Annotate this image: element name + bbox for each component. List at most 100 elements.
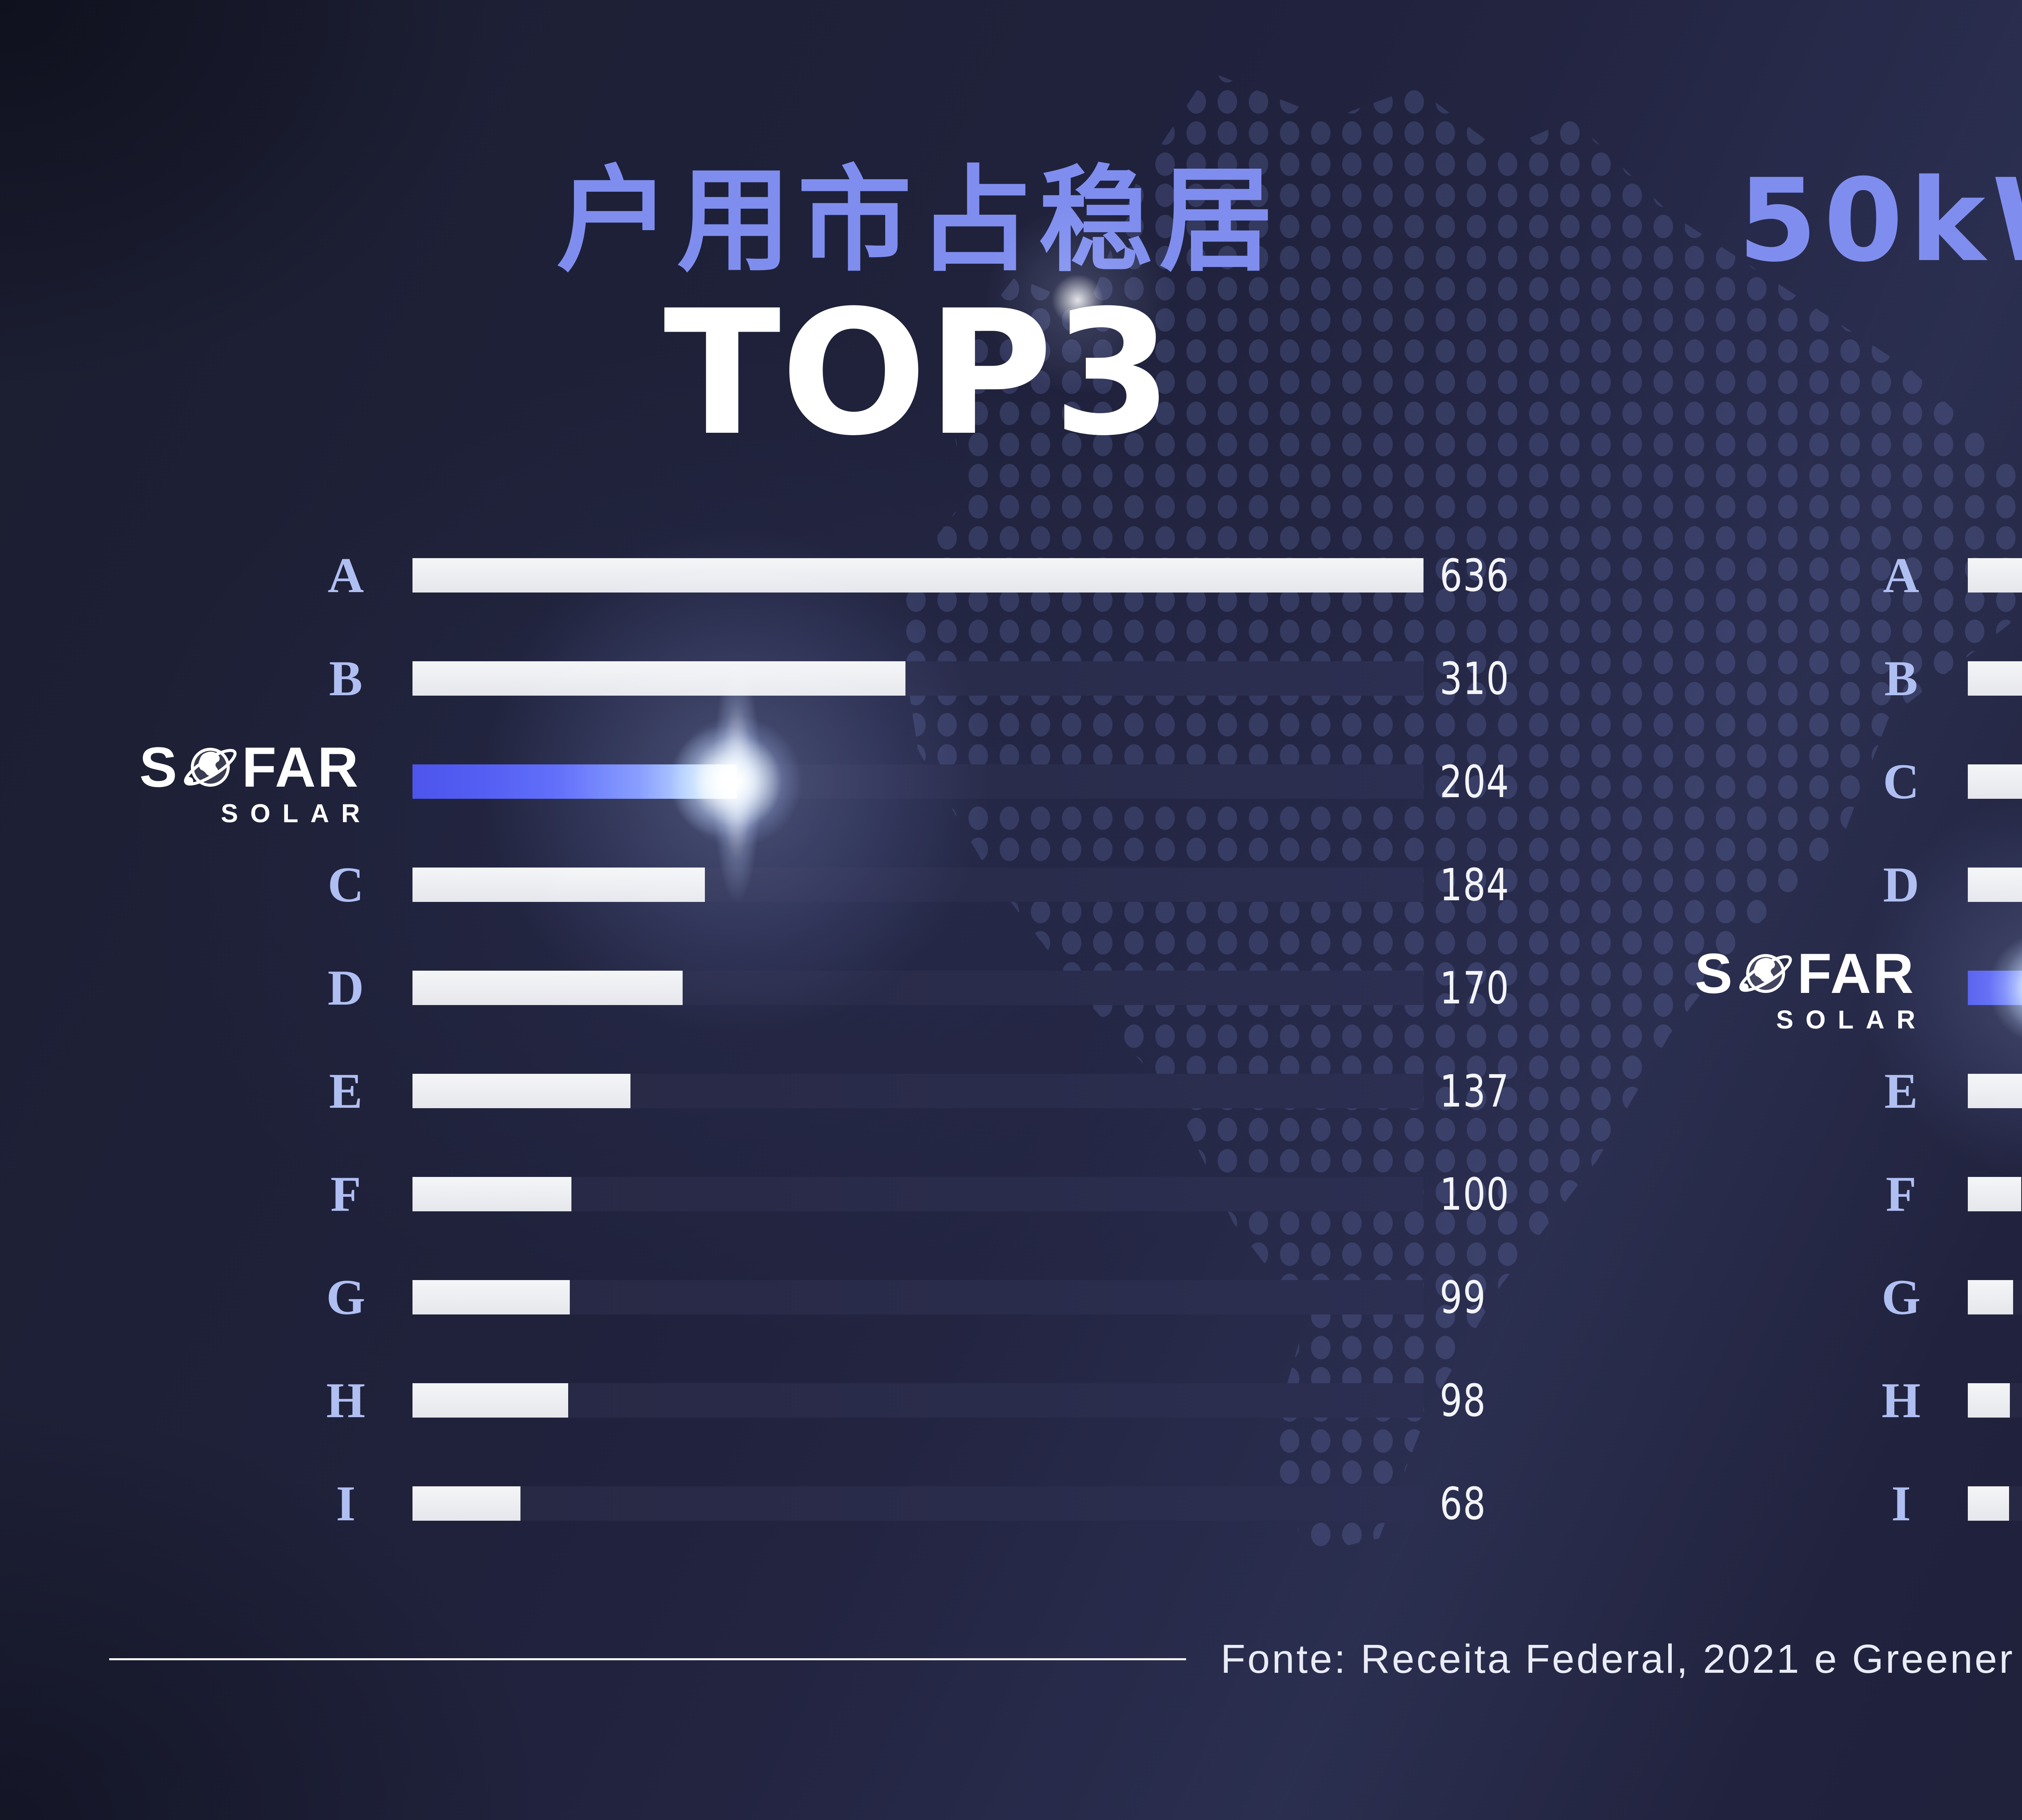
- bar-track: [1968, 1486, 2022, 1521]
- chart-header: 50kW及以上电站市占稳居 TOP5: [1673, 164, 2022, 460]
- logo-suffix: FAR: [1797, 941, 1915, 1005]
- category-label: F: [330, 1166, 361, 1222]
- chart-header: 户用市占稳居 TOP3: [117, 164, 1719, 460]
- bar-fill: [1968, 1486, 2009, 1521]
- bar-fill: [412, 1177, 572, 1211]
- category-label: C: [328, 857, 364, 912]
- chart-title: 户用市占稳居: [556, 154, 1280, 287]
- value-label-text: 68: [1440, 1477, 1487, 1530]
- value-label-text: 98: [1440, 1374, 1487, 1426]
- logo-prefix: S: [139, 735, 179, 799]
- value-label-text: 204: [1440, 756, 1510, 808]
- chart-powerstation-top5: 50kW及以上电站市占稳居 TOP5 A S FAR SOLAR 1,567: [1555, 0, 2022, 1820]
- sofar-solar-logo: S FAR SOLAR: [57, 737, 360, 826]
- category-label: G: [326, 1269, 366, 1325]
- bar-row: SOFAR SOLAR S FAR SOLAR 137: [1555, 945, 2022, 1033]
- bar-track: [1968, 661, 2022, 696]
- bar-fill: [412, 661, 905, 696]
- bar-row: F S FAR SOLAR 100: [0, 1169, 1601, 1219]
- value-label: 100: [1440, 1172, 1527, 1217]
- brazil-dot-map: [894, 72, 2022, 1554]
- bar-fill: [1968, 1383, 2010, 1418]
- logo-solar-text: SOLAR: [1776, 1005, 1927, 1034]
- category-label: A: [328, 547, 364, 603]
- bar-row: D S FAR SOLAR 170: [0, 963, 1601, 1013]
- bar-track: [412, 661, 1423, 696]
- category-label: E: [1884, 1063, 1918, 1119]
- value-label-text: 184: [1440, 859, 1510, 911]
- logo-solar-text: SOLAR: [221, 798, 372, 828]
- bar-row: F S FAR SOLAR 83: [1555, 1169, 2022, 1219]
- chart-rank-label: TOP5: [1673, 288, 2022, 460]
- bar-fill: [412, 1280, 570, 1314]
- bar-track: [1968, 764, 2022, 799]
- bar-track: [1968, 971, 2022, 1005]
- value-label-text: 170: [1440, 962, 1510, 1014]
- value-label: 68: [1440, 1481, 1498, 1526]
- category-label: H: [326, 1372, 366, 1428]
- value-label-text: 310: [1440, 652, 1510, 705]
- bar-fill: [1968, 971, 2022, 1005]
- bar-track: [1968, 868, 2022, 902]
- bar-fill: [412, 868, 705, 902]
- globe-orbit-icon: [184, 747, 237, 787]
- bar-fill: [1968, 764, 2022, 799]
- value-label: 204: [1440, 760, 1527, 804]
- bar-row: G S FAR SOLAR 99: [0, 1272, 1601, 1322]
- bar-row: G S FAR SOLAR 70: [1555, 1272, 2022, 1322]
- bar-fill: [1968, 661, 2022, 696]
- sofar-logo-wordmark: S FAR: [140, 737, 360, 797]
- bar-fill: [412, 1486, 521, 1521]
- bar-row: H S FAR SOLAR 65: [1555, 1375, 2022, 1425]
- bar-row: A S FAR SOLAR 636: [0, 550, 1601, 600]
- category-label: B: [329, 650, 363, 706]
- category-label: B: [1884, 650, 1918, 706]
- value-label: 137: [1440, 1069, 1527, 1113]
- source-footer: Fonte: Receita Federal, 2021 e Greener: [109, 1639, 2022, 1679]
- bar-fill: [412, 1383, 569, 1418]
- bar-track: [1968, 558, 2022, 593]
- bar-fill: [1968, 1177, 2022, 1211]
- value-label: 170: [1440, 966, 1527, 1010]
- bar-track: [1968, 1177, 2022, 1211]
- value-label-text: 100: [1440, 1168, 1510, 1220]
- category-label: I: [336, 1475, 356, 1531]
- value-label: 98: [1440, 1378, 1498, 1423]
- bar-row: D S FAR SOLAR 214: [1555, 859, 2022, 910]
- globe-orbit-icon: [1739, 954, 1792, 993]
- value-label: 99: [1440, 1275, 1498, 1320]
- category-label: I: [1891, 1475, 1911, 1531]
- bar-track: [412, 1280, 1423, 1314]
- chart-rank-label: TOP3: [663, 274, 1173, 474]
- bar-row: E S FAR SOLAR 124: [1555, 1066, 2022, 1116]
- bar-track: [412, 1074, 1423, 1108]
- bar-track: [412, 1383, 1423, 1418]
- bar-rows: A S FAR SOLAR 636 B S: [0, 550, 1601, 1691]
- sofar-solar-logo: S FAR SOLAR: [1612, 944, 1915, 1033]
- bar-rows: A S FAR SOLAR 1,567 B S: [1555, 550, 2022, 1691]
- category-label: D: [1883, 857, 1919, 912]
- category-label: G: [1881, 1269, 1921, 1325]
- value-label-text: 99: [1440, 1271, 1487, 1323]
- category-label: D: [328, 960, 364, 1016]
- bar-fill: [412, 971, 683, 1005]
- bar-row: B S FAR SOLAR 1,203: [1555, 653, 2022, 703]
- bar-fill: [412, 558, 1423, 593]
- value-label: 636: [1440, 553, 1527, 598]
- bar-fill: [1968, 1074, 2022, 1108]
- bar-row: C S FAR SOLAR 511: [1555, 756, 2022, 806]
- logo-suffix: FAR: [242, 735, 360, 799]
- value-label-text: 137: [1440, 1065, 1510, 1117]
- bar-row: B S FAR SOLAR 310: [0, 653, 1601, 703]
- divider-line-left: [109, 1658, 1187, 1660]
- bar-track: [412, 971, 1423, 1005]
- bar-track: [412, 1486, 1423, 1521]
- value-label: 310: [1440, 656, 1527, 701]
- bar-row: H S FAR SOLAR 98: [0, 1375, 1601, 1425]
- bar-track: [1968, 1074, 2022, 1108]
- sofar-logo-wordmark: S FAR: [1695, 944, 1915, 1003]
- brazil-silhouette: [894, 72, 2022, 1554]
- bar-track: [1968, 1383, 2022, 1418]
- bar-fill: [412, 764, 737, 799]
